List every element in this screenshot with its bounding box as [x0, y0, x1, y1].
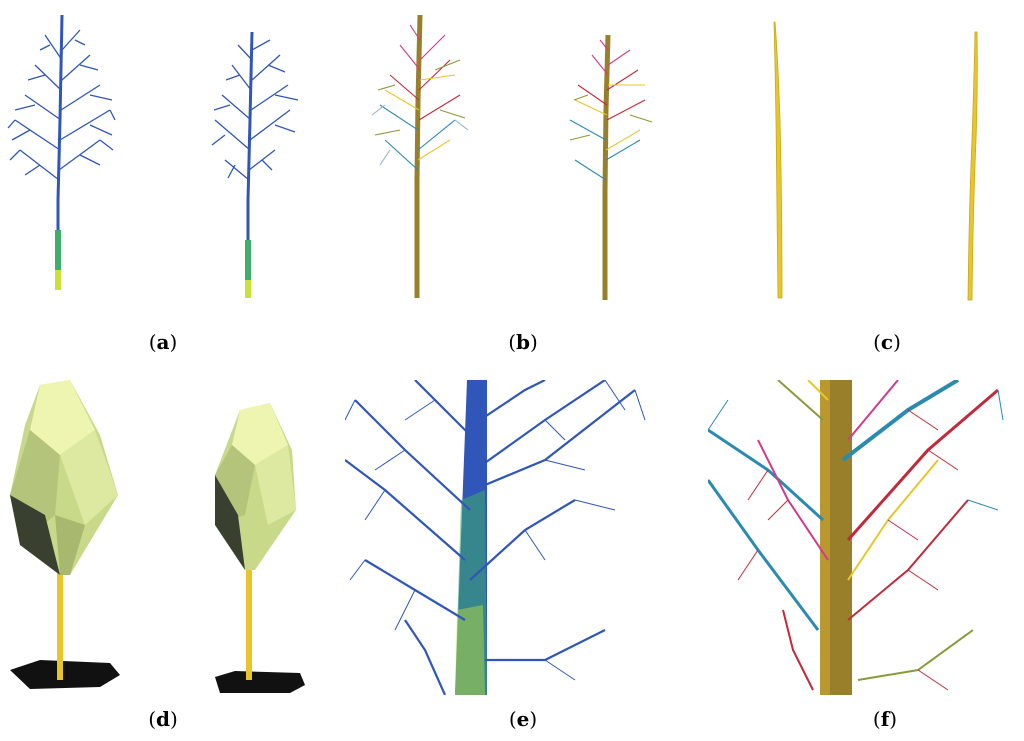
tree-b-right [569, 34, 653, 300]
label-b-letter: b [516, 330, 530, 354]
point-cloud-trees-image [7, 14, 299, 298]
label-e-close: ) [529, 707, 538, 731]
label-c-letter: c [880, 330, 894, 354]
tree-b-left [371, 14, 469, 298]
label-f-letter: f [880, 707, 890, 731]
label-f: (f) [855, 707, 915, 731]
stem-c-right [967, 31, 978, 301]
label-a: (a) [133, 330, 193, 354]
label-c: (c) [857, 330, 917, 354]
label-f-open: ( [872, 707, 881, 731]
trunk-a-left [55, 230, 61, 290]
panel-d [0, 375, 330, 695]
ground-shadow-left [10, 660, 120, 689]
panel-e [345, 380, 655, 695]
label-b: (b) [493, 330, 553, 354]
label-f-close: ) [889, 707, 898, 731]
label-e: (e) [493, 707, 553, 731]
stem-d-right [246, 565, 252, 680]
segmented-branch-trees-image [371, 14, 653, 300]
label-d-letter: d [156, 707, 170, 731]
label-b-open: ( [508, 330, 516, 354]
stem-models-image [773, 21, 978, 301]
panel-b [360, 0, 690, 310]
label-c-close: ) [893, 330, 901, 354]
label-a-close: ) [169, 330, 178, 354]
stem-c-left [773, 21, 783, 299]
label-a-letter: a [156, 330, 170, 354]
crown-hull-models-image [10, 380, 305, 693]
ground-shadow-right [215, 671, 305, 693]
point-cloud-closeup-image [345, 380, 655, 695]
label-e-open: ( [508, 707, 517, 731]
panel-f [708, 380, 1008, 695]
stem-d-left [57, 570, 63, 680]
label-d-close: ) [169, 707, 178, 731]
label-d: (d) [133, 707, 193, 731]
label-a-open: ( [148, 330, 157, 354]
segmented-closeup-image [708, 380, 1008, 695]
panel-a [0, 0, 330, 310]
label-e-letter: e [516, 707, 530, 731]
tree-a-right [211, 31, 299, 298]
label-b-close: ) [529, 330, 538, 354]
label-c-open: ( [873, 330, 881, 354]
label-d-open: ( [148, 707, 156, 731]
tree-a-left [7, 14, 116, 290]
panel-c [720, 0, 1024, 310]
